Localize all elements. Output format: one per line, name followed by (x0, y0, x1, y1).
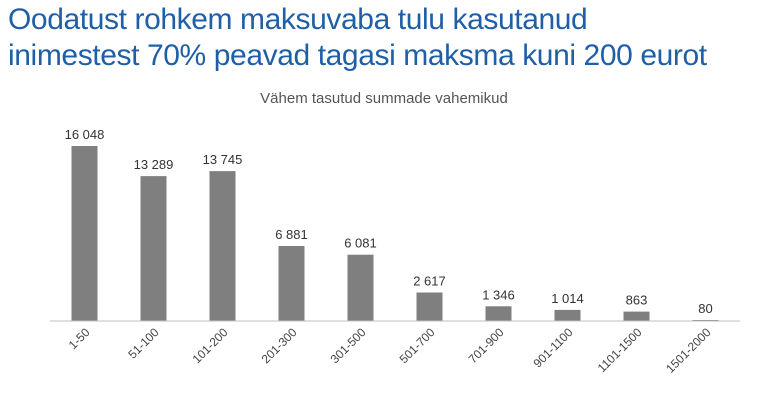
tick-label-1101-1500: 1101-1500 (595, 325, 645, 375)
bar-701-900 (485, 306, 512, 321)
chart-subtitle: Vähem tasutud summade vahemikud (260, 90, 508, 107)
bar-series (71, 146, 719, 321)
chart-title-line-1: Oodatust rohkem maksuvaba tulu kasutanud (8, 3, 588, 36)
tick-label-701-900: 701-900 (466, 325, 507, 366)
tick-label-51-100: 51-100 (125, 325, 162, 362)
tick-label-1-50: 1-50 (66, 325, 93, 352)
data-label-701-900: 1 346 (482, 287, 515, 302)
bar-51-100 (140, 176, 167, 321)
x-axis-tick-labels: 1-50 51-100 101-200 201-300 301-500 501-700 70… (66, 325, 714, 376)
bar-301-500 (347, 254, 374, 321)
bar-901-1100 (554, 309, 581, 321)
data-label-51-100: 13 289 (134, 157, 174, 172)
data-label-901-1100: 1 014 (551, 291, 584, 306)
data-label-1501-2000: 80 (698, 301, 712, 316)
data-label-501-700: 2 617 (413, 274, 446, 289)
tick-label-101-200: 101-200 (190, 325, 231, 366)
bar-chart: 16 048 13 289 13 745 6 881 6 081 2 617 1 346 1 … (50, 127, 740, 376)
bar-501-700 (416, 292, 443, 321)
data-label-201-300: 6 881 (275, 227, 308, 242)
data-label-1-50: 16 048 (65, 127, 105, 142)
tick-label-901-1100: 901-1100 (530, 325, 575, 370)
tick-label-301-500: 301-500 (328, 325, 369, 366)
tick-label-1501-2000: 1501-2000 (663, 325, 714, 376)
chart-title: Oodatust rohkem maksuvaba tulu kasutanud… (8, 2, 764, 74)
bar-1101-1500 (623, 311, 650, 321)
tick-label-501-700: 501-700 (397, 325, 438, 366)
chart-title-line-2: inimestest 70% peavad tagasi maksma kuni… (8, 39, 707, 72)
data-label-301-500: 6 081 (344, 236, 377, 251)
bar-101-200 (209, 171, 236, 321)
data-label-101-200: 13 745 (203, 152, 243, 167)
bar-1-50 (71, 146, 98, 321)
tick-label-201-300: 201-300 (259, 325, 300, 366)
data-label-1101-1500: 863 (626, 293, 648, 308)
data-labels: 16 048 13 289 13 745 6 881 6 081 2 617 1 346 1 … (65, 127, 713, 316)
bar-201-300 (278, 246, 305, 321)
